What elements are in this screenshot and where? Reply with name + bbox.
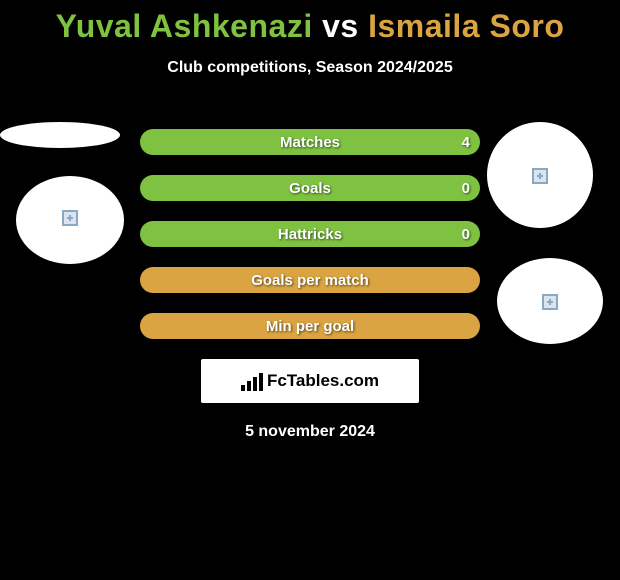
stats-container: Matches 4 Goals 0 Hattricks 0 Goals per match M… (140, 129, 480, 339)
stat-value: 0 (462, 180, 470, 197)
image-placeholder-icon (542, 294, 558, 310)
stat-bar: Goals 0 (140, 175, 480, 201)
subtitle: Club competitions, Season 2024/2025 (0, 59, 620, 77)
stat-label: Min per goal (266, 318, 354, 335)
watermark-text: FcTables.com (267, 371, 379, 391)
snapshot-date: 5 november 2024 (0, 423, 620, 441)
player2-name: Ismaila Soro (368, 8, 564, 44)
stat-bar: Matches 4 (140, 129, 480, 155)
stat-bar: Min per goal (140, 313, 480, 339)
vs-label: vs (322, 8, 359, 44)
decorative-disc (0, 122, 120, 148)
stat-value: 0 (462, 226, 470, 243)
stat-value: 4 (462, 134, 470, 151)
comparison-title: Yuval Ashkenazi vs Ismaila Soro (0, 0, 620, 45)
watermark-inner: FcTables.com (241, 371, 379, 391)
stat-label: Goals per match (251, 272, 369, 289)
watermark-chart-icon (241, 371, 263, 391)
stat-bar: Goals per match (140, 267, 480, 293)
player1-name: Yuval Ashkenazi (56, 8, 313, 44)
stat-label: Matches (280, 134, 340, 151)
image-placeholder-icon (532, 168, 548, 184)
stat-label: Goals (289, 180, 331, 197)
watermark-box: FcTables.com (201, 359, 419, 403)
stat-bar: Hattricks 0 (140, 221, 480, 247)
image-placeholder-icon (62, 210, 78, 226)
stat-label: Hattricks (278, 226, 342, 243)
